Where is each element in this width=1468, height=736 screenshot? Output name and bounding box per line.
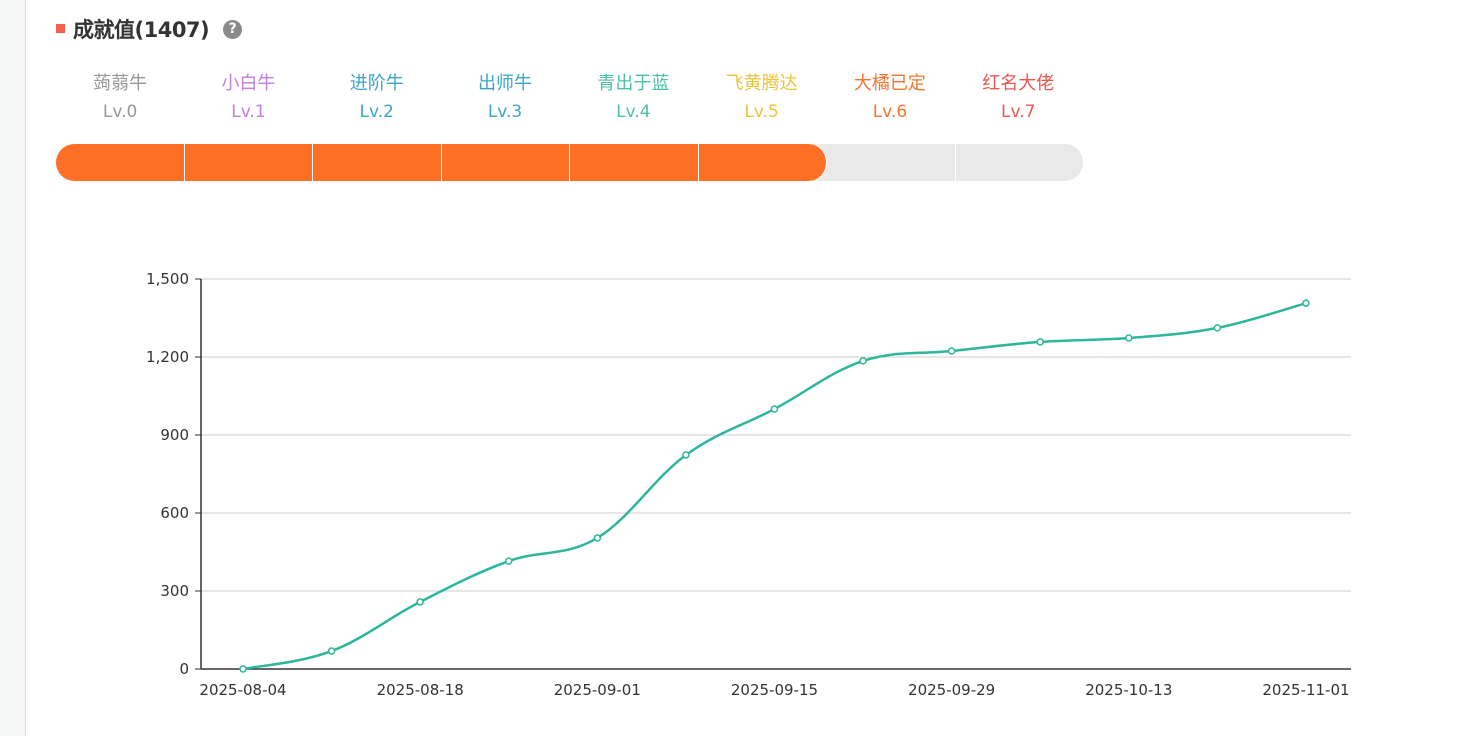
level-labels: 蒟蒻牛 Lv.0 小白牛 Lv.1 进阶牛 Lv.2 出师牛 Lv.3 青出于蓝 Lv.4 飞黄腾达… — [56, 70, 1083, 126]
section-marker — [56, 23, 65, 33]
level-name: 青出于蓝 — [597, 73, 670, 94]
level-name: 进阶牛 — [349, 73, 404, 94]
level-number: Lv.0 — [102, 102, 138, 122]
section-header: 成就值(1407) ? — [56, 14, 243, 44]
level-item-2: 进阶牛 Lv.2 — [313, 70, 441, 126]
x-tick-label: 2025-09-29 — [908, 681, 995, 699]
x-tick-label: 2025-11-01 — [1262, 681, 1349, 699]
level-item-0: 蒟蒻牛 Lv.0 — [56, 70, 184, 126]
level-number: Lv.6 — [872, 102, 908, 122]
data-point — [1213, 324, 1222, 332]
progress-segment-empty — [955, 144, 1083, 181]
data-point — [593, 534, 602, 542]
data-point — [1036, 338, 1044, 346]
data-point — [770, 405, 779, 413]
data-point — [859, 357, 867, 365]
achievement-title: 成就值(1407) — [73, 18, 210, 42]
level-number: Lv.1 — [231, 102, 266, 122]
progress-segment-filled — [441, 144, 570, 181]
x-tick-label: 2025-09-15 — [731, 681, 818, 699]
level-progress-bar — [56, 144, 1083, 181]
x-tick-label: 2025-08-18 — [377, 681, 464, 699]
data-point — [416, 598, 424, 606]
data-point — [1302, 299, 1310, 307]
level-number: Lv.2 — [359, 102, 394, 122]
data-point — [682, 451, 690, 459]
level-item-5: 飞黄腾达 Lv.5 — [697, 70, 825, 126]
level-item-7: 红名大佬 Lv.7 — [954, 70, 1082, 126]
level-name: 出师牛 — [478, 73, 533, 94]
y-tick-label: 300 — [160, 582, 189, 600]
level-item-6: 大橘已定 Lv.6 — [826, 70, 954, 126]
y-tick-label: 900 — [160, 426, 189, 444]
x-tick-label: 2025-08-04 — [199, 681, 286, 699]
level-name: 红名大佬 — [982, 73, 1055, 94]
level-name: 蒟蒻牛 — [93, 73, 148, 94]
data-point — [1125, 334, 1133, 342]
question-circle-icon[interactable]: ? — [223, 19, 243, 39]
x-tick-label: 2025-09-01 — [554, 681, 641, 699]
progress-segment-filled — [570, 144, 699, 181]
data-point — [947, 347, 956, 355]
level-number: Lv.3 — [487, 102, 523, 122]
level-item-1: 小白牛 Lv.1 — [184, 70, 312, 126]
level-number: Lv.5 — [744, 102, 779, 122]
y-tick-label: 1,500 — [146, 270, 189, 288]
data-point — [239, 665, 247, 673]
progress-segment-filled — [184, 144, 313, 181]
left-rail — [0, 0, 26, 736]
y-tick-label: 600 — [160, 504, 189, 522]
level-name: 小白牛 — [221, 73, 276, 94]
x-tick-label: 2025-10-13 — [1085, 681, 1172, 699]
y-tick-label: 0 — [179, 660, 189, 678]
level-name: 飞黄腾达 — [725, 73, 798, 94]
level-item-4: 青出于蓝 Lv.4 — [569, 70, 697, 126]
progress-segment-filled — [313, 144, 442, 181]
progress-segment-filled — [56, 144, 185, 181]
data-point — [504, 557, 513, 565]
progress-segment-empty — [827, 144, 956, 181]
level-number: Lv.4 — [616, 102, 651, 122]
data-point — [327, 647, 336, 655]
y-tick-label: 1,200 — [146, 348, 189, 366]
level-number: Lv.7 — [1001, 102, 1036, 122]
progress-segment-filled — [698, 144, 827, 181]
level-item-3: 出师牛 Lv.3 — [441, 70, 569, 126]
series-line — [242, 301, 1307, 671]
level-name: 大橘已定 — [853, 73, 926, 94]
